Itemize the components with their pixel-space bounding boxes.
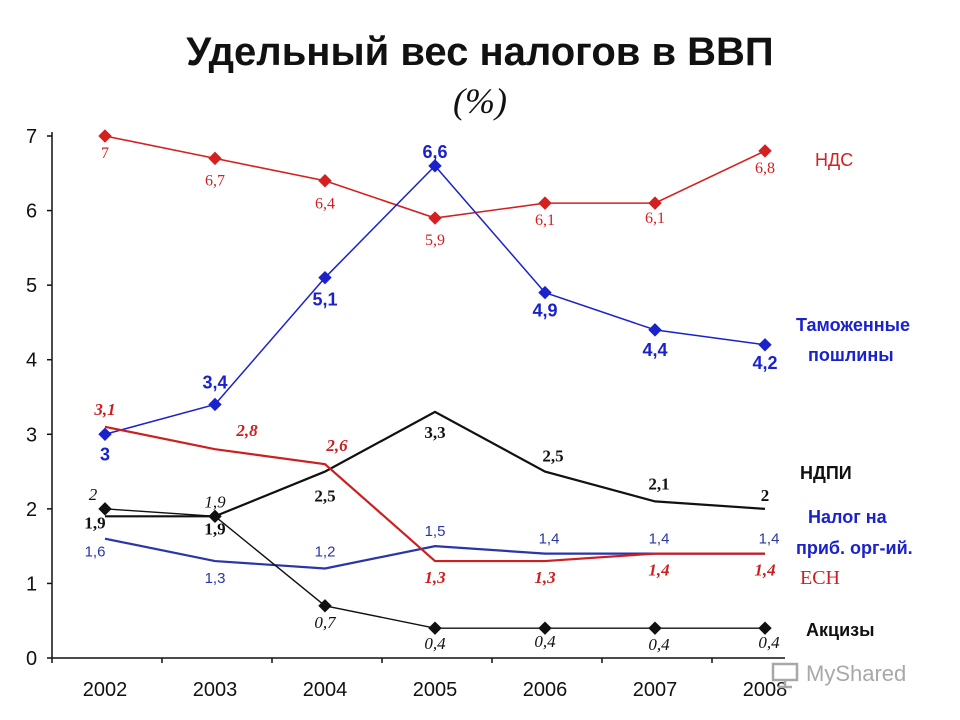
- x-tick-label: 2006: [523, 679, 568, 701]
- data-point-marker: [428, 211, 442, 225]
- y-tick-label: 2: [26, 499, 37, 521]
- data-label: 6,6: [422, 142, 447, 162]
- legend-entry: Акцизы: [806, 620, 874, 640]
- data-label: 1,9: [204, 492, 226, 511]
- data-label: 6,8: [755, 160, 775, 177]
- watermark: MyShared: [770, 658, 950, 692]
- data-point-marker: [98, 427, 112, 441]
- data-point-marker: [98, 502, 112, 516]
- data-label: 2,8: [235, 421, 258, 440]
- data-point-marker: [648, 323, 662, 337]
- data-label: 1,4: [754, 561, 775, 580]
- chart-title: Удельный вес налогов в ВВП: [186, 30, 774, 74]
- data-label: 2: [89, 485, 98, 504]
- data-label: 5,1: [312, 290, 337, 310]
- series-line-2: [104, 164, 766, 436]
- y-tick-label: 3: [26, 424, 37, 446]
- data-point-marker: [758, 338, 772, 352]
- chart-subtitle: (%): [453, 81, 507, 121]
- data-label: 1,6: [85, 544, 106, 561]
- data-label: 1,3: [534, 568, 556, 587]
- data-labels: 7 6,7 6,4 5,9 6,1 6,1 6,8 3 3,4 5,1 6,6 4,9 4,4 4,2 1,…: [84, 142, 780, 654]
- x-tick-label: 2007: [633, 679, 678, 701]
- data-label: 1,4: [759, 531, 780, 548]
- data-label: 3,4: [202, 372, 227, 392]
- data-point-marker: [208, 397, 222, 412]
- data-label: 4,9: [532, 301, 557, 321]
- data-label: 0,4: [758, 633, 780, 652]
- data-label: 0,4: [534, 632, 556, 651]
- y-tick-label: 4: [26, 350, 37, 372]
- x-tick-label: 2004: [303, 679, 348, 701]
- data-label: 0,4: [424, 634, 446, 653]
- data-label: 0,4: [648, 635, 670, 654]
- data-label: 0,7: [314, 613, 337, 632]
- legend-entry: приб. орг-ий.: [796, 538, 913, 558]
- data-label: 4,4: [642, 340, 667, 360]
- data-point-marker: [538, 196, 552, 210]
- data-point-marker: [318, 599, 332, 613]
- watermark-text: MyShared: [806, 661, 907, 686]
- data-point-marker: [428, 159, 442, 173]
- x-tick-label: 2005: [413, 679, 458, 701]
- data-label: 2,5: [314, 487, 335, 506]
- data-point-marker: [648, 621, 662, 635]
- data-point-marker: [538, 621, 552, 635]
- x-tick-label: 2002: [83, 679, 128, 701]
- x-tick-label: 2003: [193, 679, 238, 701]
- data-label: 1,2: [315, 544, 336, 561]
- data-label: 4,2: [752, 353, 777, 373]
- y-tick-label: 6: [26, 201, 37, 223]
- data-point-marker: [318, 270, 332, 285]
- data-point-marker: [758, 144, 772, 158]
- data-label: 6,1: [645, 210, 665, 227]
- data-label: 2: [761, 486, 770, 505]
- legend-entry: ЕСН: [800, 567, 840, 589]
- data-label: 2,1: [648, 474, 669, 493]
- data-point-marker: [98, 129, 112, 143]
- data-point-marker: [208, 151, 222, 166]
- data-label: 1,9: [204, 519, 225, 538]
- data-point-marker: [208, 509, 222, 524]
- data-label: 3,1: [93, 400, 115, 419]
- data-label: 1,3: [424, 568, 446, 587]
- data-label: 3,3: [424, 423, 445, 442]
- legend-entry: НДС: [815, 150, 853, 170]
- data-label: 6,1: [535, 212, 555, 229]
- data-label: 3: [100, 444, 110, 464]
- legend-entry: НДПИ: [800, 463, 852, 483]
- data-label: 1,9: [84, 513, 105, 532]
- data-point-marker: [428, 621, 442, 635]
- data-point-marker: [758, 621, 772, 635]
- data-label: 1,5: [425, 523, 446, 540]
- data-label: 2,6: [325, 436, 348, 455]
- data-label: 1,4: [539, 531, 560, 548]
- y-tick-label: 7: [26, 126, 37, 148]
- x-tick-label: 2008: [743, 679, 788, 701]
- data-point-marker: [538, 285, 552, 300]
- legend-entry: Таможенные: [796, 315, 910, 335]
- data-label: 5,9: [425, 232, 445, 249]
- data-point-marker: [318, 174, 332, 188]
- series-line-5: [104, 425, 765, 563]
- series-markers: [98, 129, 772, 635]
- data-label: 1,4: [648, 561, 669, 580]
- data-label: 7: [101, 145, 109, 162]
- data-label: 6,4: [315, 196, 335, 213]
- data-label: 1,4: [649, 531, 670, 548]
- y-tick-label: 5: [26, 275, 37, 297]
- y-tick-label: 0: [26, 648, 37, 670]
- data-label: 2,5: [542, 447, 563, 466]
- y-tick-label: 1: [26, 573, 37, 595]
- presentation-icon: [771, 662, 799, 689]
- legend-entry: Налог на: [808, 507, 888, 527]
- data-label: 6,7: [205, 172, 225, 189]
- data-point-marker: [648, 196, 662, 210]
- data-label: 1,3: [205, 570, 226, 587]
- chart-legend: НДС Таможенные пошлины НДПИ Налог на приб. ор…: [796, 150, 913, 640]
- chart-axes: 0 1 2 3 4 5 6 7 2002 2003 2004 2005 2006 2007 2008: [26, 126, 787, 701]
- legend-entry: пошлины: [808, 345, 894, 365]
